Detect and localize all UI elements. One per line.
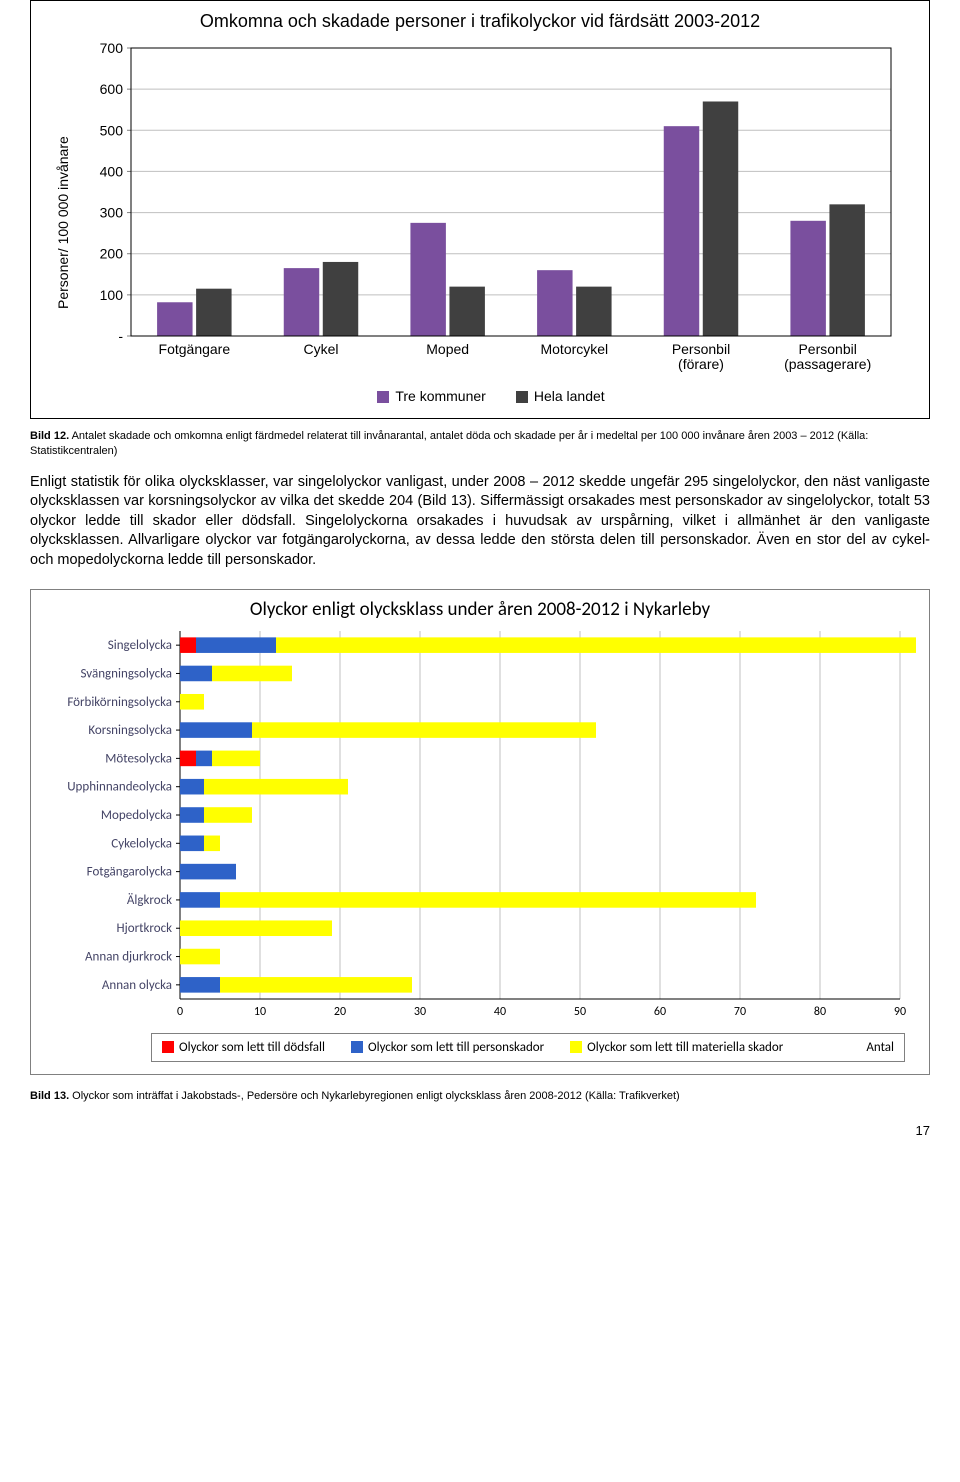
page-number: 17	[30, 1123, 930, 1138]
svg-text:Fotgängare: Fotgängare	[159, 341, 231, 357]
legend-item-dodsfall: Olyckor som lett till dödsfall	[162, 1040, 325, 1055]
svg-text:Hjortkrock: Hjortkrock	[117, 921, 173, 936]
svg-text:200: 200	[100, 246, 124, 262]
svg-text:80: 80	[814, 1005, 826, 1019]
svg-text:Svängningsolycka: Svängningsolycka	[80, 666, 172, 681]
legend-item-hela-landet: Hela landet	[516, 388, 605, 404]
chart2-plot: 0 10 20 30 40 50 60 70 80 90 Singelolycka Svängning…	[31, 625, 929, 1025]
svg-text:Cykelolycka: Cykelolycka	[111, 836, 172, 851]
svg-text:Motorcykel: Motorcykel	[540, 341, 608, 357]
chart1-title: Omkomna och skadade personer i trafikoly…	[49, 11, 911, 32]
legend-item-tre-kommuner: Tre kommuner	[377, 388, 486, 404]
svg-text:50: 50	[574, 1005, 586, 1019]
svg-text:300: 300	[100, 205, 124, 221]
svg-text:40: 40	[494, 1005, 506, 1019]
chart2-title: Olyckor enligt olycksklass under åren 20…	[31, 590, 929, 625]
svg-text:-: -	[118, 328, 123, 344]
chart2-container: Olyckor enligt olycksklass under åren 20…	[30, 589, 930, 1075]
chart1-plot: - 100 200 300 400 500 600 700 Fotgängare Cykel Mop…	[71, 42, 911, 382]
svg-text:30: 30	[414, 1005, 426, 1019]
svg-text:Förbikörningsolycka: Förbikörningsolycka	[67, 694, 172, 709]
svg-text:Mopedolycka: Mopedolycka	[101, 808, 172, 823]
body-paragraph: Enligt statistik för olika olycksklasser…	[30, 473, 930, 571]
chart1-caption: Bild 12. Antalet skadade och omkomna enl…	[30, 429, 930, 459]
chart1-yaxis-label: Personer/ 100 000 invånare	[49, 42, 71, 404]
svg-text:Singelolycka: Singelolycka	[108, 638, 172, 653]
svg-text:90: 90	[894, 1005, 906, 1019]
svg-text:70: 70	[734, 1005, 746, 1019]
svg-text:100: 100	[100, 287, 124, 303]
svg-text:Annan djurkrock: Annan djurkrock	[85, 949, 172, 964]
svg-text:Korsningsolycka: Korsningsolycka	[88, 723, 172, 738]
chart2-legend: Olyckor som lett till dödsfall Olyckor s…	[151, 1033, 905, 1062]
svg-text:Moped: Moped	[426, 341, 469, 357]
svg-text:Personbil: Personbil	[672, 341, 730, 357]
svg-text:600: 600	[100, 81, 124, 97]
svg-text:700: 700	[100, 42, 124, 56]
svg-text:Upphinnandeolycka: Upphinnandeolycka	[67, 779, 172, 794]
svg-text:Annan olycka: Annan olycka	[102, 977, 172, 992]
svg-text:400: 400	[100, 163, 124, 179]
svg-text:Personbil: Personbil	[798, 341, 856, 357]
chart1-container: Omkomna och skadade personer i trafikoly…	[30, 0, 930, 419]
chart1-legend: Tre kommuner Hela landet	[71, 388, 911, 404]
svg-text:10: 10	[254, 1005, 266, 1019]
svg-text:(passagerare): (passagerare)	[784, 356, 871, 372]
svg-text:Fotgängarolycka: Fotgängarolycka	[87, 864, 172, 879]
legend-item-materiella: Olyckor som lett till materiella skador	[570, 1040, 783, 1055]
svg-text:Älgkrock: Älgkrock	[127, 892, 172, 907]
svg-text:Mötesolycka: Mötesolycka	[105, 751, 172, 766]
chart2-caption: Bild 13. Olyckor som inträffat i Jakobst…	[30, 1089, 930, 1104]
legend-item-personskador: Olyckor som lett till personskador	[351, 1040, 544, 1055]
svg-text:Cykel: Cykel	[303, 341, 338, 357]
chart2-xaxis-label: Antal	[866, 1040, 894, 1055]
svg-text:500: 500	[100, 122, 124, 138]
svg-text:20: 20	[334, 1005, 346, 1019]
svg-text:(förare): (förare)	[678, 356, 724, 372]
svg-text:0: 0	[177, 1005, 183, 1019]
svg-text:60: 60	[654, 1005, 666, 1019]
